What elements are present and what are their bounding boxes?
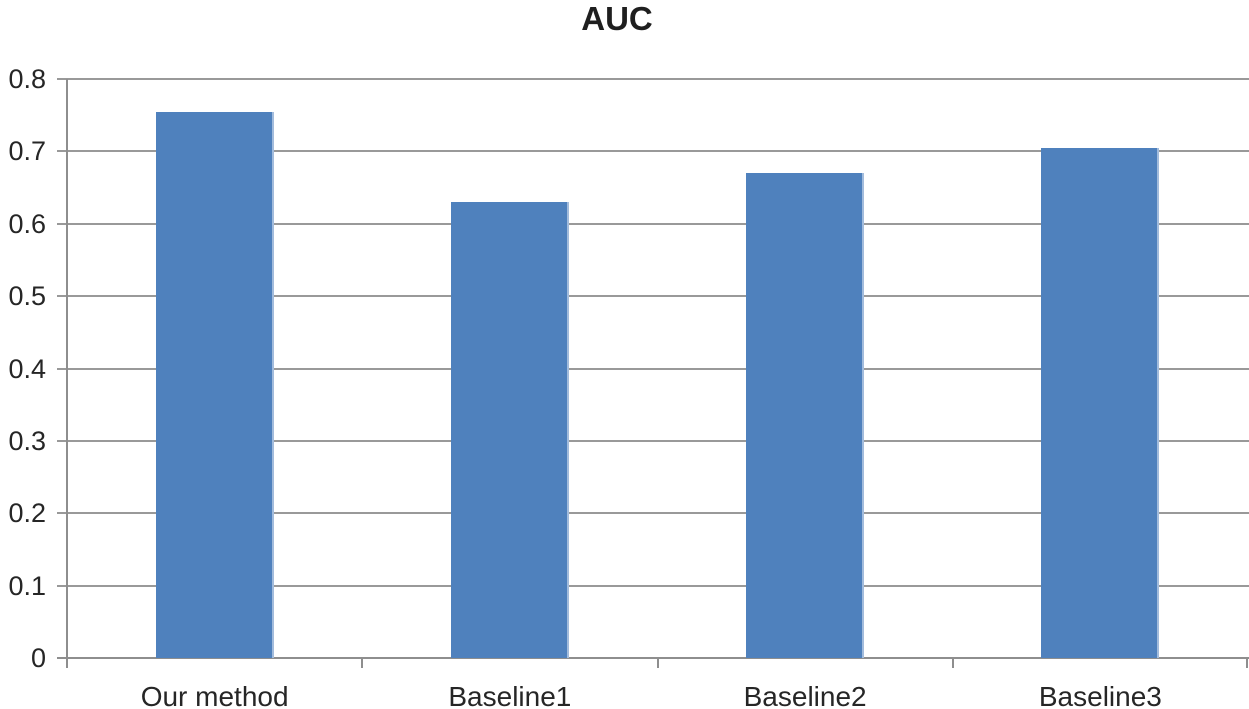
gridline [57, 367, 1249, 370]
gridline [57, 78, 1249, 80]
x-tick-label: Baseline1 [448, 681, 572, 709]
gridline [57, 222, 1249, 225]
y-tick-label: 0.8 [8, 64, 46, 94]
y-tick-label: 0.2 [8, 498, 46, 529]
gridline [57, 584, 1249, 587]
x-axis-tick [656, 658, 659, 668]
x-tick-label: Baseline3 [1038, 681, 1162, 709]
bar-baseline3 [1041, 147, 1160, 658]
bar-baseline2 [746, 173, 865, 658]
y-tick-label: 0.1 [8, 570, 46, 601]
y-tick-label: 0 [30, 643, 46, 673]
x-axis-tick [361, 658, 364, 668]
gridline [57, 439, 1249, 442]
chart-title: AUC [581, 0, 653, 37]
y-tick-label: 0.4 [8, 353, 46, 384]
x-tick-label: Our method [140, 681, 289, 709]
y-tick-label: 0.3 [8, 425, 46, 456]
x-axis-tick [66, 658, 68, 668]
y-axis-line [66, 79, 68, 666]
x-axis-tick [951, 658, 954, 668]
y-tick-label: 0.5 [8, 281, 46, 312]
x-axis-tick [1246, 658, 1248, 668]
x-axis-line [57, 657, 1249, 659]
y-tick-label: 0.7 [8, 136, 46, 167]
bar-baseline1 [450, 202, 569, 658]
y-tick-label: 0.6 [8, 208, 46, 239]
gridline [57, 150, 1249, 153]
gridline [57, 295, 1249, 298]
bar-our-method [155, 111, 274, 658]
x-tick-label: Baseline2 [743, 681, 867, 709]
gridline [57, 512, 1249, 515]
